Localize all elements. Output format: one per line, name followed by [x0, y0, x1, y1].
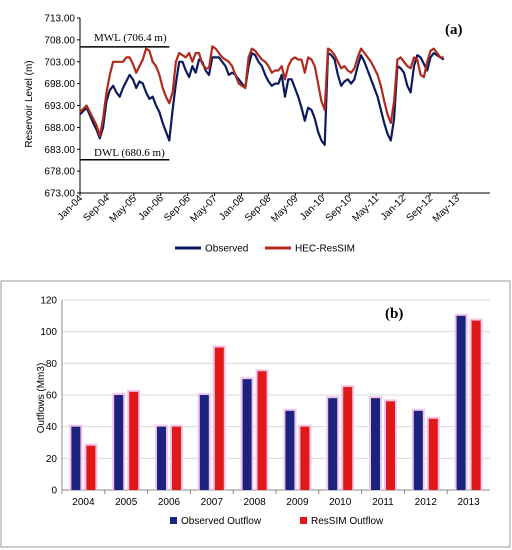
bar-observed-outflow	[328, 398, 338, 490]
x-tick-label-b: 2005	[115, 497, 138, 508]
x-tick-label-b: 2007	[201, 497, 224, 508]
bar-ressim-outflow	[172, 426, 181, 490]
x-tick-label-b: 2006	[158, 497, 181, 508]
x-tick-label-a: May-09	[269, 193, 301, 225]
x-tick-label-a: May-05	[108, 193, 140, 225]
x-tick-label-b: 2004	[72, 497, 95, 508]
x-tick-label-a: Jan-08	[217, 193, 247, 223]
legend-label-a: Observed	[205, 244, 248, 255]
y-tick-label-a: 698.00	[44, 79, 75, 90]
x-tick-label-b: 2011	[372, 497, 394, 508]
y-tick-label-b: 40	[46, 422, 58, 433]
panel-label-a: (a)	[445, 22, 463, 38]
y-tick-label-a: 713.00	[44, 14, 75, 25]
y-tick-label-a: 688.00	[44, 123, 75, 134]
chart-b-frame	[0, 280, 511, 548]
bar-ressim-outflow	[257, 371, 267, 490]
legend-label-a: HEC-ResSIM	[295, 244, 355, 255]
y-axis-title-a: Reservoir Level (m)	[24, 60, 35, 147]
bar-observed-outflow	[413, 410, 423, 490]
x-tick-label-a: Sep-12	[405, 193, 436, 224]
annotation-label: DWL (680.6 m)	[94, 147, 165, 159]
bar-ressim-outflow	[129, 391, 139, 490]
y-tick-label-a: 683.00	[44, 145, 75, 156]
bar-observed-outflow	[285, 410, 295, 490]
bar-ressim-outflow	[428, 418, 438, 490]
x-tick-label-b: 2008	[243, 497, 266, 508]
x-tick-label-b: 2013	[457, 497, 480, 508]
bar-ressim-outflow	[86, 445, 96, 490]
x-tick-label-b: 2010	[329, 497, 352, 508]
y-tick-label-b: 20	[46, 454, 58, 465]
y-tick-label-a: 673.00	[44, 189, 75, 200]
y-tick-label-b: 60	[46, 391, 58, 402]
legend-swatch-b	[170, 517, 177, 524]
x-tick-label-a: Jan-10	[298, 193, 328, 223]
x-tick-label-a: Jan-12	[379, 193, 409, 223]
legend-label-b: ResSIM Outflow	[311, 516, 384, 527]
y-tick-label-b: 0	[51, 486, 57, 497]
outflows-bar-chart: 0 20 40 60 80 100 120 2004 2005 2006 2007 2008 2009…	[0, 280, 511, 548]
bar-ressim-outflow	[471, 320, 481, 490]
panel-label-b: (b)	[385, 306, 403, 322]
x-tick-label-b: 2012	[415, 497, 438, 508]
x-tick-label-a: Sep-06	[162, 193, 193, 224]
x-tick-label-a: Jan-06	[136, 193, 166, 223]
x-tick-label-a: Sep-04	[81, 193, 112, 224]
x-tick-label-a: May-07	[188, 193, 220, 225]
series-line-observed	[79, 51, 445, 146]
bar-ressim-outflow	[386, 401, 395, 490]
annotation-label: MWL (706.4 m)	[94, 32, 167, 44]
legend-label-b: Observed Outflow	[181, 516, 262, 527]
y-tick-label-a: 708.00	[44, 35, 75, 46]
x-tick-label-b: 2009	[286, 497, 309, 508]
y-tick-label-a: 703.00	[44, 57, 75, 68]
bar-observed-outflow	[242, 379, 252, 490]
x-tick-label-a: May-11	[350, 193, 381, 224]
y-tick-label-b: 80	[46, 359, 58, 370]
bar-ressim-outflow	[343, 387, 353, 490]
y-tick-label-b: 120	[40, 296, 57, 307]
y-tick-label-a: 678.00	[44, 167, 75, 178]
bar-observed-outflow	[456, 315, 466, 490]
y-tick-label-a: 693.00	[44, 101, 75, 112]
bar-observed-outflow	[371, 398, 380, 490]
bar-observed-outflow	[157, 426, 166, 490]
bar-observed-outflow	[71, 426, 81, 490]
y-tick-label-b: 100	[40, 327, 57, 338]
y-axis-title-b: Outflows (Mm3)	[36, 363, 47, 434]
x-tick-label-a: May-13	[431, 193, 463, 225]
bar-ressim-outflow	[214, 347, 224, 490]
x-tick-label-a: Sep-08	[243, 193, 274, 224]
bar-observed-outflow	[199, 395, 209, 490]
bar-ressim-outflow	[300, 426, 310, 490]
x-tick-label-a: Sep-10	[324, 193, 355, 224]
bar-observed-outflow	[114, 395, 124, 490]
reservoir-level-chart: 673.00 678.00 683.00 688.00 693.00 698.00 703.…	[24, 14, 490, 255]
legend-swatch-b	[300, 517, 307, 524]
series-line-hec-ressim	[79, 45, 444, 138]
